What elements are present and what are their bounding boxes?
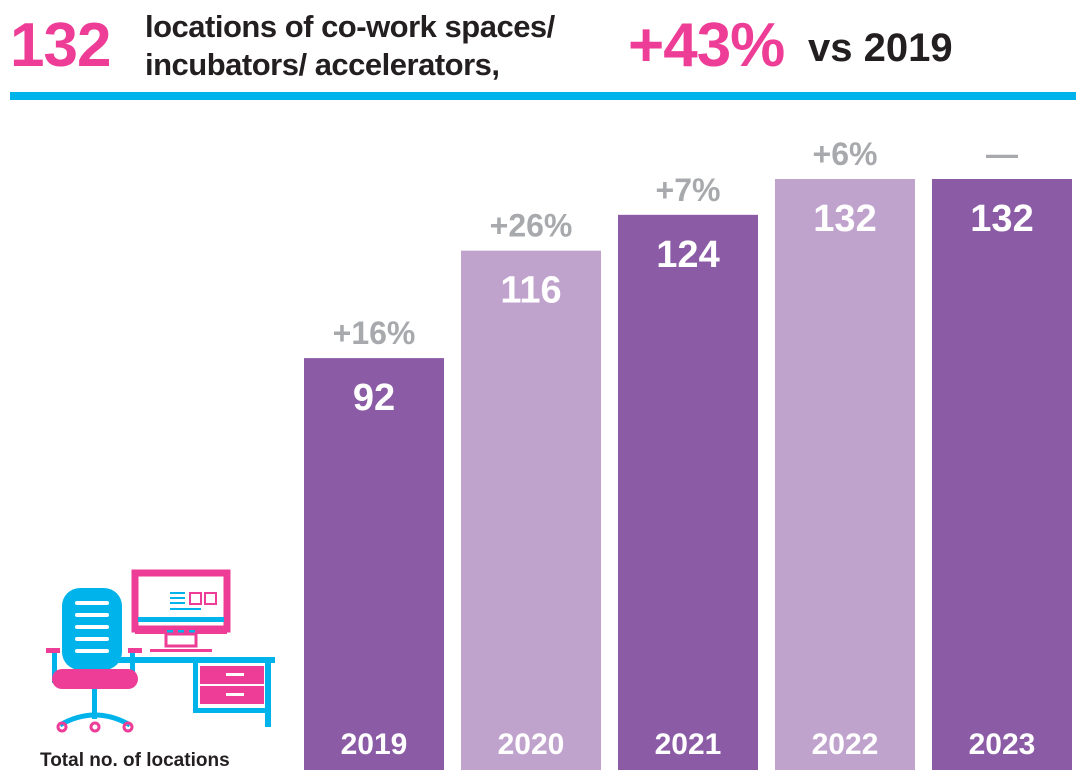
bar-2020: [461, 250, 601, 771]
headline-growth: +43%: [628, 11, 785, 80]
data-label: 124: [656, 234, 719, 276]
change-label: +16%: [333, 315, 416, 351]
x-tick-label: 2023: [969, 728, 1036, 761]
office-desk-chair-computer-icon: [46, 569, 275, 733]
data-label: 116: [500, 270, 561, 312]
bar-2022: [775, 179, 915, 770]
x-tick-label: 2022: [812, 728, 879, 761]
change-label: +7%: [656, 172, 721, 208]
data-label: 132: [970, 198, 1033, 240]
headline-description: locations of co-work spaces/ incubators/…: [145, 8, 555, 84]
change-label: +6%: [813, 136, 878, 172]
axis-caption: Total no. of locations: [40, 750, 230, 771]
x-tick-label: 2019: [341, 728, 408, 761]
description-line-2: incubators/ accelerators,: [145, 47, 500, 82]
headline-comparison: vs 2019: [808, 26, 953, 70]
change-label: +26%: [490, 208, 573, 244]
data-label: 132: [813, 198, 876, 240]
x-tick-label: 2021: [655, 728, 722, 761]
header-divider: [10, 92, 1076, 100]
headline-total: 132: [10, 11, 111, 80]
description-line-1: locations of co-work spaces/: [145, 9, 555, 44]
bar-2021: [618, 214, 758, 770]
bar-2023: [932, 179, 1072, 770]
data-label: 92: [353, 377, 395, 419]
x-tick-label: 2020: [498, 728, 565, 761]
change-label: —: [986, 136, 1018, 172]
bar-2019: [304, 358, 444, 770]
